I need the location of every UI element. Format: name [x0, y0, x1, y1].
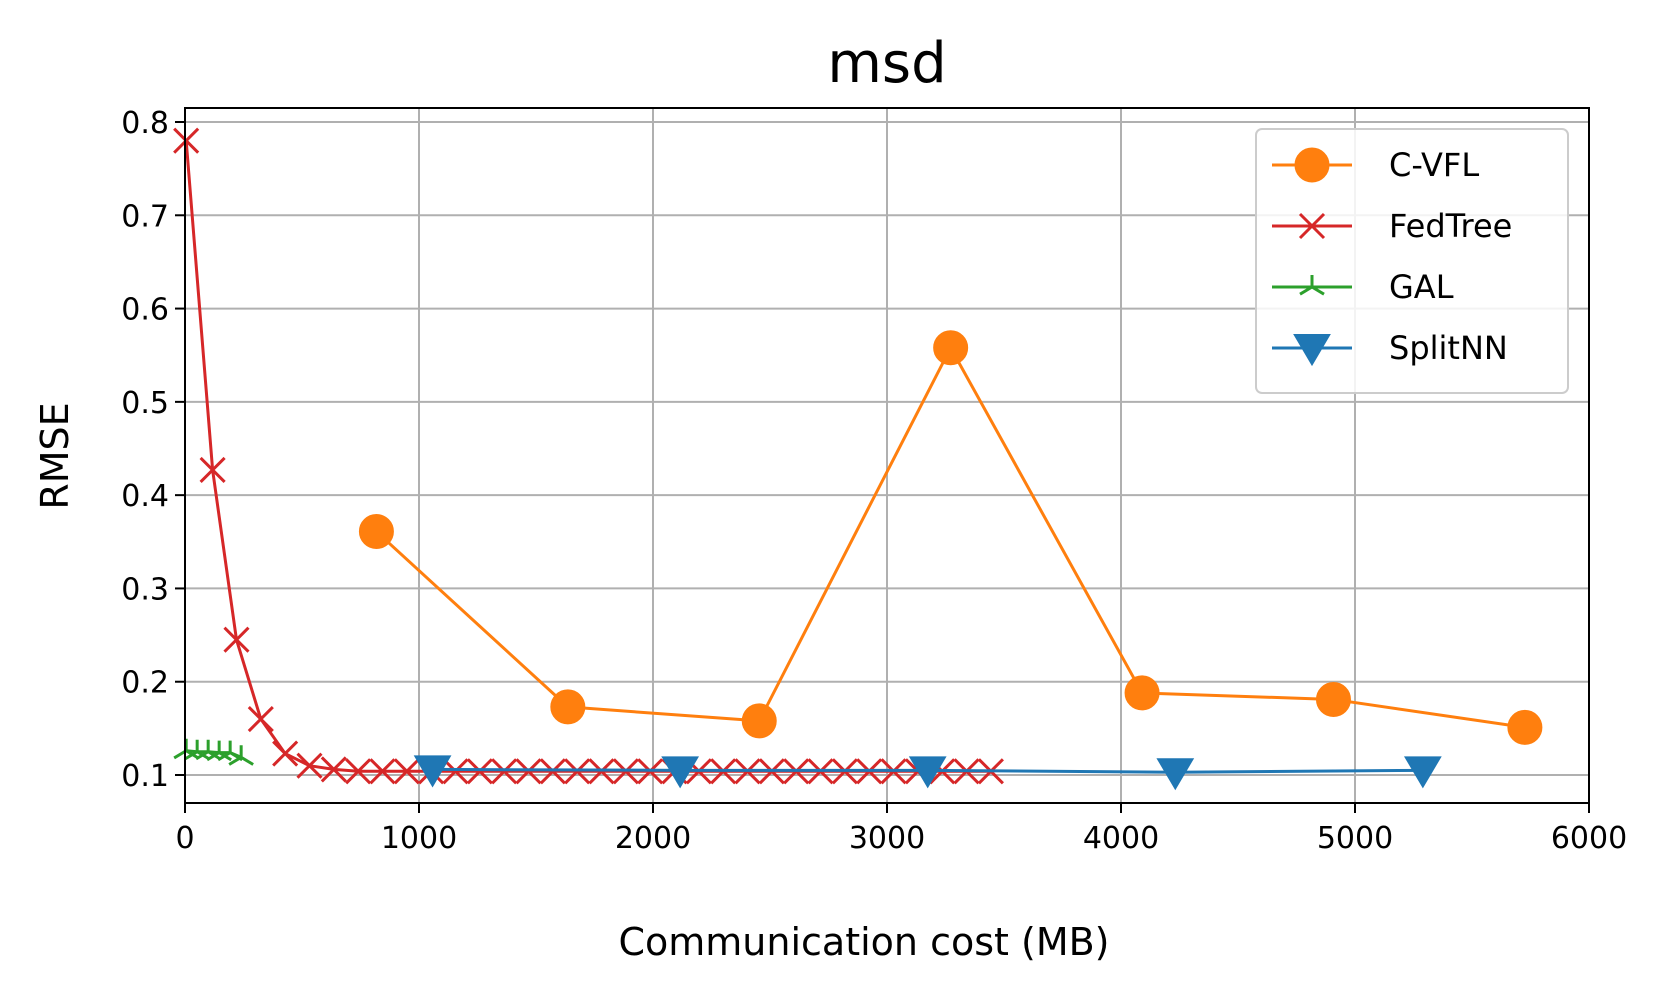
- data-point-fedtree: [247, 705, 274, 733]
- axis-ticks: 0 1000 2000 3000 4000 5000 6000 0.1 0.2 0.3 0.4 0.5…: [121, 106, 1627, 856]
- data-point-fedtree: [442, 758, 469, 785]
- series-splitnn: [413, 755, 1442, 791]
- data-point-c-vfl: [1124, 675, 1160, 711]
- data-point-fedtree: [345, 758, 372, 785]
- data-point-splitnn: [1156, 758, 1195, 791]
- data-point-splitnn: [413, 755, 452, 788]
- legend-marker-fedtree: [1298, 212, 1326, 240]
- series-gal: [173, 738, 254, 766]
- data-point-c-vfl: [1507, 709, 1543, 745]
- series-line-c-vfl: [375, 346, 1526, 729]
- data-point-fedtree: [296, 752, 323, 779]
- series-c-vfl: [358, 330, 1543, 745]
- data-point-fedtree: [199, 456, 226, 484]
- legend-marker-gal: [1299, 275, 1325, 296]
- data-point-fedtree: [173, 127, 200, 154]
- chart-title: msd: [827, 31, 946, 96]
- y-tick-label: 0.3: [121, 572, 169, 607]
- data-point-fedtree: [320, 756, 347, 783]
- x-tick-label: 0: [175, 821, 194, 856]
- data-point-c-vfl: [741, 703, 777, 739]
- data-point-c-vfl: [550, 689, 586, 725]
- series-fedtree: [173, 127, 1004, 785]
- x-tick-label: 3000: [849, 821, 925, 856]
- y-tick-label: 0.7: [121, 199, 169, 234]
- data-point-c-vfl: [358, 514, 394, 550]
- legend-item-gal: GAL: [1272, 268, 1454, 306]
- data-point-fedtree: [515, 758, 542, 785]
- data-point-fedtree: [466, 758, 493, 785]
- data-point-c-vfl: [1315, 681, 1351, 717]
- legend-label-gal: GAL: [1389, 268, 1454, 306]
- legend-marker-c-vfl: [1294, 147, 1330, 183]
- y-tick-label: 0.8: [121, 106, 169, 141]
- y-tick-label: 0.2: [121, 666, 169, 701]
- legend-label-fedtree: FedTree: [1389, 207, 1512, 245]
- legend-item-splitnn: SplitNN: [1272, 329, 1508, 367]
- data-point-fedtree: [491, 758, 518, 785]
- data-point-splitnn: [1403, 756, 1442, 789]
- data-point-gal: [217, 740, 243, 762]
- data-point-gal: [228, 745, 254, 766]
- y-tick-label: 0.4: [121, 479, 169, 514]
- legend-item-c-vfl: C-VFL: [1272, 146, 1479, 184]
- data-point-fedtree: [393, 758, 420, 785]
- data-point-gal: [195, 739, 221, 761]
- x-tick-label: 2000: [615, 821, 691, 856]
- data-point-splitnn: [908, 756, 947, 789]
- legend-item-fedtree: FedTree: [1272, 207, 1512, 245]
- legend-label-c-vfl: C-VFL: [1389, 146, 1479, 184]
- x-tick-label: 6000: [1551, 821, 1627, 856]
- x-tick-label: 1000: [381, 821, 457, 856]
- data-point-c-vfl: [933, 330, 969, 366]
- plot-series: [173, 127, 1543, 791]
- data-point-gal: [173, 738, 199, 760]
- legend-label-splitnn: SplitNN: [1389, 329, 1508, 367]
- data-point-splitnn: [661, 756, 700, 789]
- x-axis-label: Communication cost (MB): [618, 920, 1109, 964]
- data-point-fedtree: [272, 740, 299, 767]
- x-tick-label: 4000: [1083, 821, 1159, 856]
- data-point-fedtree: [369, 758, 396, 785]
- y-tick-label: 0.5: [121, 386, 169, 421]
- y-tick-label: 0.6: [121, 293, 169, 328]
- data-point-fedtree: [223, 626, 250, 653]
- y-axis-label: RMSE: [33, 402, 77, 509]
- series-line-fedtree: [184, 140, 991, 773]
- legend: C-VFL FedTree GAL SplitNN: [1255, 128, 1569, 394]
- x-tick-label: 5000: [1317, 821, 1393, 856]
- y-tick-label: 0.1: [121, 759, 169, 794]
- legend-box: [1255, 128, 1569, 394]
- legend-marker-splitnn: [1293, 334, 1331, 367]
